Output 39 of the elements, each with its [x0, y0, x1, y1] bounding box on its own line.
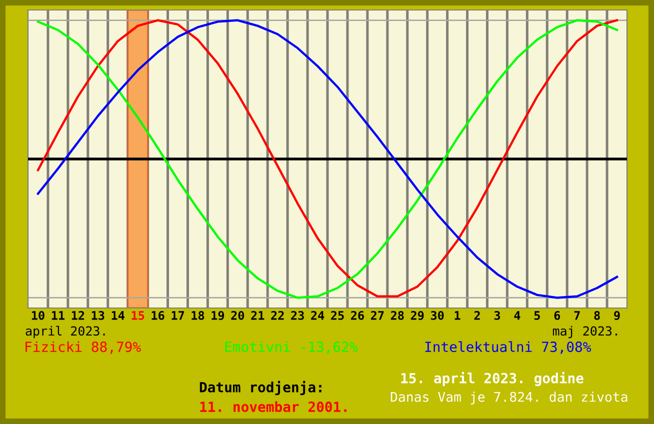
- x-tick-label: 9: [614, 311, 620, 320]
- x-tick-label: 28: [390, 310, 404, 320]
- x-tick-label: 6: [554, 310, 560, 320]
- x-tick-label: 13: [92, 310, 104, 320]
- x-tick-label: 18: [192, 310, 204, 320]
- x-tick-label: 8: [594, 310, 600, 320]
- text: april 2023.: [26, 326, 105, 338]
- x-tick-label: 19: [212, 311, 224, 320]
- x-tick-label: 12: [72, 310, 84, 320]
- x-tick-label: 1: [454, 311, 460, 320]
- x-tick-label: 29: [410, 310, 424, 320]
- x-tick-label: 4: [514, 311, 520, 320]
- text: Danas Vam je 7.824. dan zivota: [390, 392, 628, 404]
- text: 11. novembar 2001.: [200, 401, 346, 412]
- x-tick-label: 23: [291, 310, 304, 320]
- x-tick-label: 3: [494, 310, 500, 320]
- x-tick-label: 22: [271, 310, 284, 320]
- x-tick-label: 10: [32, 310, 44, 320]
- x-tick-label: 24: [311, 310, 324, 320]
- x-tick-label: 5: [534, 311, 540, 320]
- x-tick-label: 15: [132, 311, 144, 320]
- text: Emotivni -13,62%: [225, 341, 358, 354]
- x-tick-label: 17: [172, 311, 184, 320]
- x-tick-label: 2: [474, 310, 480, 320]
- x-tick-label: 26: [351, 310, 364, 320]
- x-tick-label: 7: [574, 311, 580, 320]
- text: Datum rodjenja:: [200, 380, 322, 396]
- text: Intelektualni 73,08%: [425, 341, 592, 354]
- text: maj 2023.: [552, 326, 617, 338]
- x-tick-label: 25: [331, 310, 344, 320]
- text: Fizicki 88,79%: [26, 341, 141, 354]
- x-tick-label: 20: [231, 310, 244, 320]
- x-tick-label: 21: [251, 310, 264, 320]
- text: 15. april 2023. godine: [401, 372, 584, 386]
- x-tick-label: 30: [430, 310, 444, 320]
- x-tick-label: 16: [152, 310, 164, 320]
- x-tick-label: 11: [52, 311, 64, 320]
- x-tick-label: 14: [112, 311, 124, 320]
- x-tick-label: 27: [370, 310, 384, 320]
